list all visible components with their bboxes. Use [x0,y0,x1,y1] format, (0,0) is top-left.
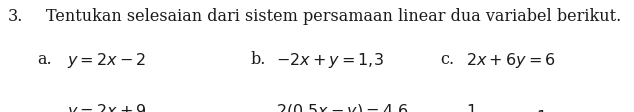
Text: $2(0{,}5x - y) = 4{,}6$: $2(0{,}5x - y) = 4{,}6$ [276,101,408,112]
Text: $-2x + y = 1{,}3$: $-2x + y = 1{,}3$ [276,50,384,69]
Text: $\dfrac{1}{3}x + y = 1$: $\dfrac{1}{3}x + y = 1$ [466,101,547,112]
Text: $2x + 6y = 6$: $2x + 6y = 6$ [466,50,556,69]
Text: c.: c. [441,50,455,67]
Text: Tentukan selesaian dari sistem persamaan linear dua variabel berikut.: Tentukan selesaian dari sistem persamaan… [46,8,621,25]
Text: a.: a. [37,50,51,67]
Text: $y = 2x - 2$: $y = 2x - 2$ [67,50,146,69]
Text: 3.: 3. [8,8,23,25]
Text: $y = 2x + 9$: $y = 2x + 9$ [67,101,146,112]
Text: b.: b. [250,50,266,67]
